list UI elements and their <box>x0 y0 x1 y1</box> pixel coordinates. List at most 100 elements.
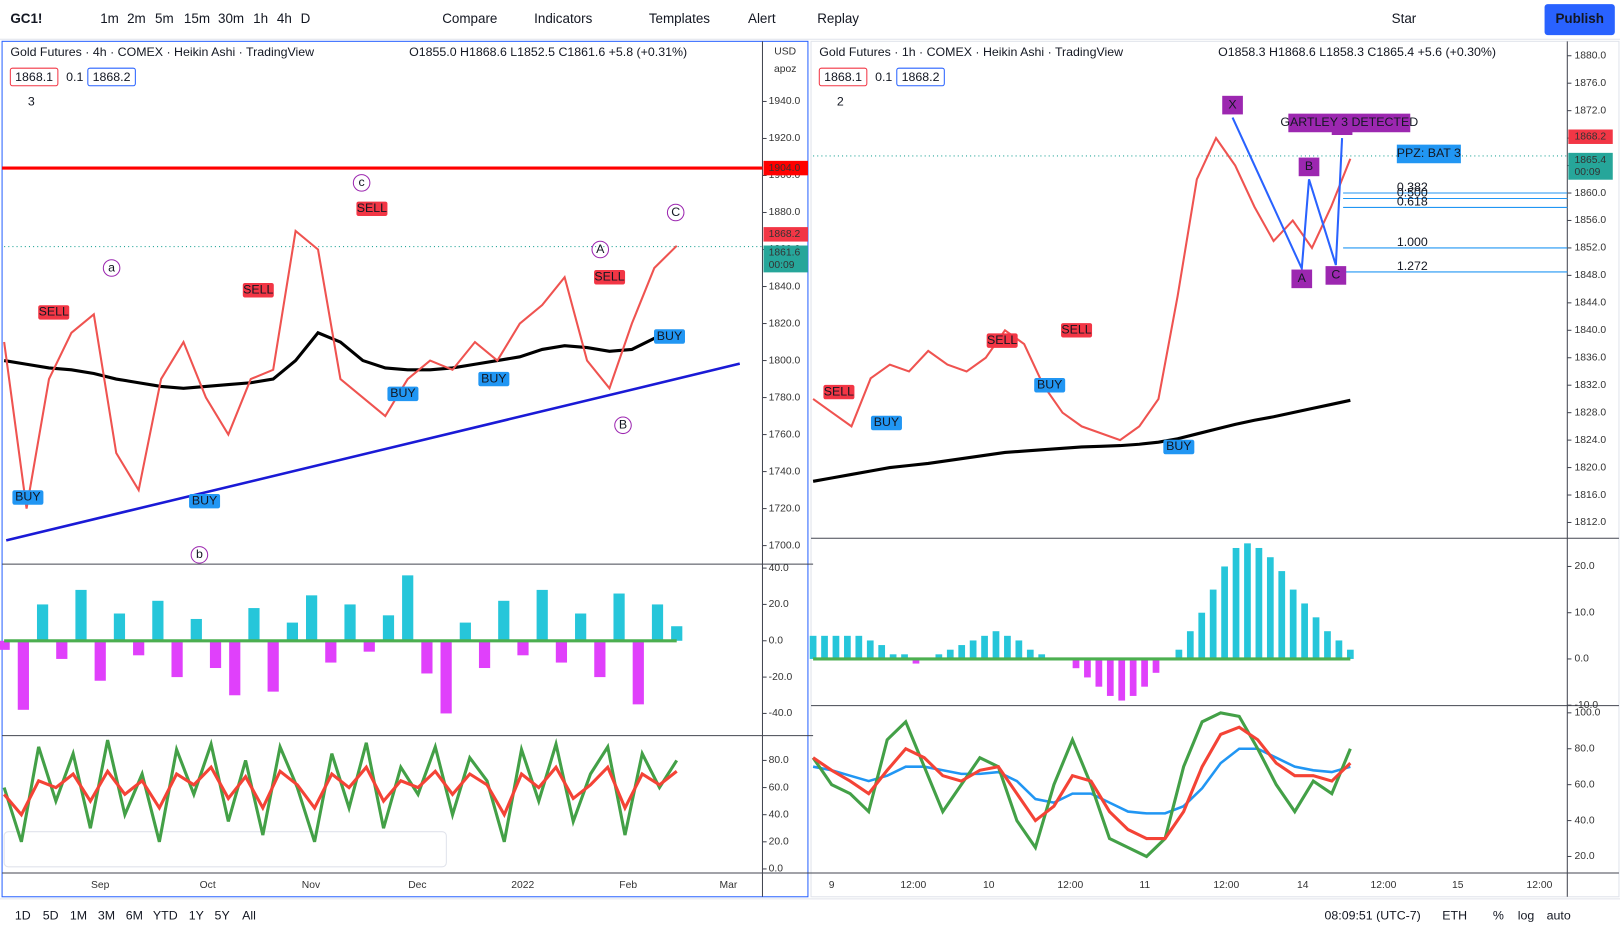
signal-box <box>478 371 510 387</box>
osc-bar <box>671 626 683 641</box>
signal-label: BUY <box>192 493 217 507</box>
price-tick-label: 1820.0 <box>769 318 801 329</box>
range-button[interactable]: 1Y <box>189 909 204 923</box>
signal-box <box>594 270 626 285</box>
toolbar-button[interactable]: Templates <box>649 11 710 26</box>
price-tag <box>763 227 808 242</box>
osc-bar <box>133 640 145 656</box>
countdown: 00:09 <box>1575 167 1601 178</box>
toolbar-button[interactable]: Compare <box>442 11 497 26</box>
layout-name[interactable]: Star <box>1392 11 1417 26</box>
stoch-tick-label: 80.0 <box>1575 743 1595 754</box>
osc-bar <box>267 640 279 692</box>
stoch-tick-label: 40.0 <box>1575 815 1595 826</box>
interval-button[interactable]: 1m <box>100 11 119 26</box>
signal-label: SELL <box>1061 323 1091 337</box>
publish-label[interactable]: Publish <box>1555 11 1603 26</box>
price-tick-label: 1836.0 <box>1575 352 1607 363</box>
signal-label: SELL <box>987 333 1017 347</box>
interval-button[interactable]: 15m <box>184 11 210 26</box>
ask[interactable]: 1868.2 <box>902 70 940 84</box>
osc-bar <box>94 640 106 681</box>
osc-bar <box>1346 649 1354 659</box>
osc-bar <box>325 640 337 663</box>
signal-box <box>38 305 70 320</box>
osc-tick-label: 10.0 <box>1575 607 1595 618</box>
range-button[interactable]: 5Y <box>215 909 230 923</box>
range-button[interactable]: 3M <box>98 909 115 923</box>
osc-bar <box>113 613 126 641</box>
signal-label: SELL <box>357 201 387 215</box>
time-label: 14 <box>1297 880 1309 891</box>
chart-title: Gold Futures · 4h · COMEX · Heikin Ashi … <box>10 45 314 59</box>
osc-bar <box>478 640 491 669</box>
interval-button[interactable]: 5m <box>155 11 174 26</box>
spread: 0.1 <box>875 70 892 84</box>
osc-bar <box>402 575 414 641</box>
time-label: Sep <box>91 880 110 891</box>
study-count[interactable]: 2 <box>837 95 844 109</box>
wave-label: a <box>108 260 115 274</box>
bid[interactable]: 1868.1 <box>824 70 862 84</box>
range-button[interactable]: 1D <box>15 909 31 923</box>
time-label: 10 <box>983 880 995 891</box>
osc-bar <box>344 604 356 641</box>
osc-bar <box>56 640 68 659</box>
osc-bar <box>363 640 375 652</box>
pattern-point-box <box>1298 157 1320 177</box>
time-label: 11 <box>1139 880 1150 891</box>
price-tick-label: 1760.0 <box>769 429 801 440</box>
stoch-signal <box>812 747 1351 815</box>
price-tick-label: 1800.0 <box>769 355 801 366</box>
session[interactable]: ETH <box>1442 909 1467 923</box>
ask[interactable]: 1868.2 <box>93 70 131 84</box>
drawing-toolbar <box>3 831 447 868</box>
osc-bar <box>1244 543 1251 659</box>
symbol: GC1! <box>10 11 42 26</box>
interval-button[interactable]: 4h <box>277 11 292 26</box>
interval-button[interactable]: D <box>301 11 311 26</box>
interval-button[interactable]: 30m <box>218 11 244 26</box>
osc-bar <box>1266 557 1274 659</box>
fib-label: 1.272 <box>1397 259 1428 273</box>
time-label: 15 <box>1452 880 1464 891</box>
signal-label: BUY <box>15 490 40 504</box>
price-tick-label: 1840.0 <box>769 281 801 292</box>
osc-bar <box>75 589 87 641</box>
percent-toggle[interactable]: % <box>1493 909 1504 923</box>
osc-bar <box>1278 571 1286 659</box>
osc-bar <box>809 635 817 659</box>
auto-toggle[interactable]: auto <box>1547 909 1571 923</box>
price-tick-label: 1848.0 <box>1575 270 1607 281</box>
toolbar-button[interactable]: Replay <box>817 11 859 26</box>
log-toggle[interactable]: log <box>1518 909 1535 923</box>
range-button[interactable]: 6M <box>126 909 143 923</box>
chart-title: Gold Futures · 1h · COMEX · Heikin Ashi … <box>819 45 1123 59</box>
pattern-point-box <box>1291 269 1313 289</box>
toolbar-button[interactable]: Indicators <box>534 11 592 26</box>
stoch-tick-label: 40.0 <box>769 809 789 820</box>
price-tick-label: 1876.0 <box>1575 78 1607 89</box>
range-button[interactable]: All <box>242 909 256 923</box>
signal-label: BUY <box>1037 377 1062 391</box>
study-count[interactable]: 3 <box>28 95 35 109</box>
price-line <box>3 229 678 509</box>
osc-bar <box>1084 658 1091 678</box>
currency[interactable]: USD <box>774 46 796 57</box>
interval-button[interactable]: 2m <box>127 11 146 26</box>
price-tag-label: 1868.2 <box>769 229 801 240</box>
scale-mode[interactable]: apoz <box>774 64 796 75</box>
time-label: 2022 <box>511 880 534 891</box>
bid[interactable]: 1868.1 <box>15 70 53 84</box>
signal-box <box>823 384 855 400</box>
time-label: 9 <box>829 880 835 891</box>
range-button[interactable]: YTD <box>153 909 178 923</box>
interval-button[interactable]: 1h <box>253 11 268 26</box>
osc-bar <box>958 645 966 659</box>
signal-label: BUY <box>874 415 899 429</box>
publish-button[interactable] <box>1544 4 1615 36</box>
range-button[interactable]: 1M <box>70 909 87 923</box>
toolbar-button[interactable]: Alert <box>748 11 776 26</box>
range-button[interactable]: 5D <box>43 909 59 923</box>
